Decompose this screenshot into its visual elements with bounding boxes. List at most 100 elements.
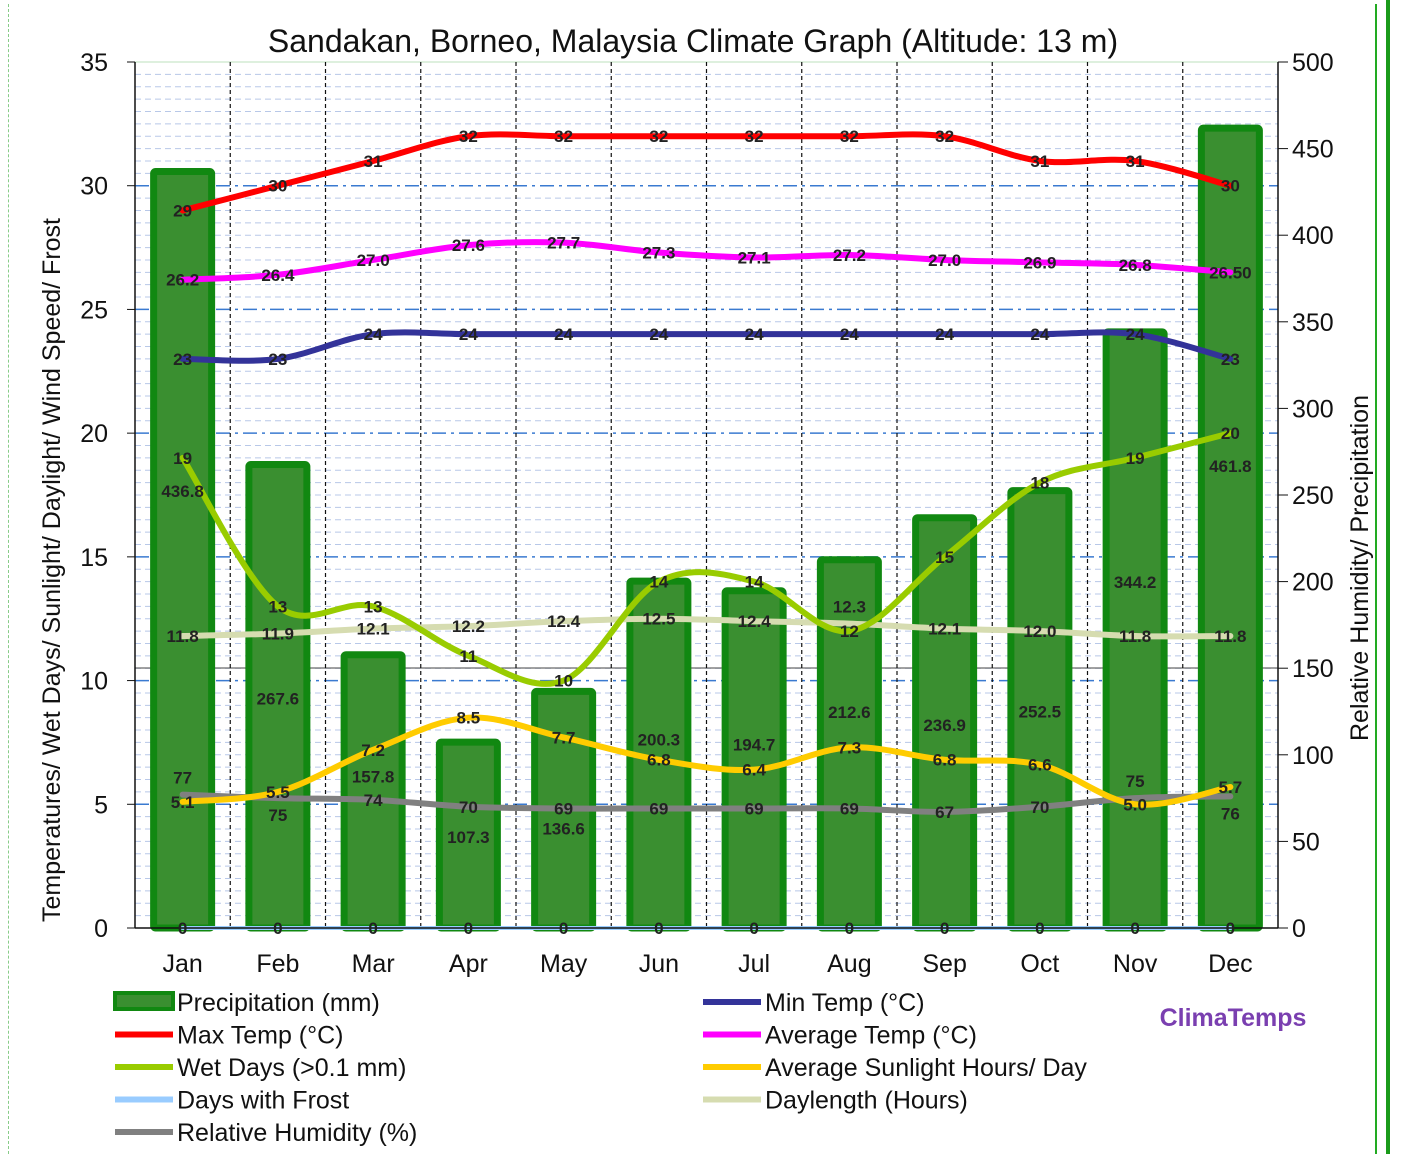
data-label: 69: [745, 799, 764, 818]
y-tick-label-right: 250: [1292, 482, 1334, 510]
data-label: 200.3: [638, 731, 681, 750]
y-tick-label-right: 100: [1292, 742, 1334, 770]
chart-frame: [8, 4, 1377, 1154]
data-label: 69: [840, 799, 859, 818]
data-label: 74: [364, 791, 383, 810]
data-label: 5.5: [266, 783, 290, 802]
data-label: 27.1: [738, 248, 771, 267]
legend-label: Average Temp (°C): [765, 1022, 977, 1050]
data-label: 5.7: [1219, 778, 1243, 797]
data-label: 31: [1030, 152, 1049, 171]
data-label: 12.4: [547, 612, 581, 631]
data-label: 0: [940, 919, 949, 938]
data-label: 12.4: [738, 612, 772, 631]
precipitation-bar: [721, 587, 787, 932]
data-label: 18: [1030, 474, 1049, 493]
series-line-wet-days-mm: [179, 430, 1234, 687]
series-line-max-temp-c: [179, 131, 1234, 214]
data-label: 19: [173, 449, 192, 468]
y-tick-label-left: 30: [80, 173, 108, 201]
data-label: 32: [459, 127, 478, 146]
data-label: 27.0: [357, 251, 390, 270]
data-label: 26.4: [261, 266, 295, 285]
data-label: 6.8: [933, 751, 957, 770]
data-label: 14: [745, 573, 764, 592]
data-label: 70: [459, 798, 478, 817]
data-label: 344.2: [1114, 573, 1157, 592]
data-label: 24: [840, 325, 859, 344]
data-label: 15: [935, 548, 954, 567]
data-label: 26.9: [1023, 253, 1056, 272]
data-label: 436.8: [161, 482, 204, 501]
y-tick-label-right: 350: [1292, 309, 1334, 337]
data-label: 11: [459, 647, 477, 666]
data-label: 31: [1126, 152, 1145, 171]
data-label: 24: [935, 325, 954, 344]
data-label: 32: [649, 127, 668, 146]
y-tick-label-right: 400: [1292, 222, 1334, 250]
data-label: 7.7: [552, 728, 576, 747]
data-label: 69: [554, 799, 573, 818]
data-label: 24: [745, 325, 764, 344]
data-label: 31: [364, 152, 383, 171]
data-label: 23: [268, 350, 287, 369]
series-line-average-temp-c: [179, 239, 1234, 283]
x-tick-label: Nov: [1113, 950, 1158, 978]
legend-label: Max Temp (°C): [177, 1022, 344, 1050]
y-tick-label-left: 35: [80, 49, 108, 77]
series-line-daylength-hours: [179, 615, 1234, 640]
data-label: 26.8: [1119, 256, 1152, 275]
data-label: 30: [268, 177, 287, 196]
data-label: 26.50: [1209, 263, 1252, 282]
data-label: 157.8: [352, 767, 395, 786]
data-label: 236.9: [923, 716, 966, 735]
data-label: 0: [1035, 919, 1044, 938]
x-tick-label: Feb: [256, 950, 299, 978]
data-label: 10: [554, 672, 573, 691]
y-tick-label-left: 25: [80, 296, 108, 324]
x-tick-label: Jul: [738, 950, 770, 978]
data-label: 11.8: [1119, 627, 1151, 646]
data-label: 32: [745, 127, 764, 146]
data-label: 6.8: [647, 751, 671, 770]
data-label: 252.5: [1019, 702, 1062, 721]
x-tick-label: May: [540, 950, 588, 978]
y-tick-label-right: 300: [1292, 395, 1334, 423]
data-label: 24: [364, 325, 383, 344]
series-line-min-temp-c: [179, 329, 1234, 364]
data-label: 11.9: [262, 625, 294, 644]
data-label: 20: [1221, 424, 1240, 443]
data-label: 0: [178, 919, 187, 938]
data-label: 0: [559, 919, 568, 938]
data-label: 7.3: [838, 738, 862, 757]
data-label: 0: [654, 919, 663, 938]
data-label: 194.7: [733, 735, 776, 754]
data-label: 75: [1126, 772, 1145, 791]
data-label: 12.1: [357, 620, 390, 639]
data-label: 12.5: [642, 610, 675, 629]
data-label: 14: [649, 573, 668, 592]
x-tick-label: Apr: [449, 950, 488, 978]
data-label: 24: [1030, 325, 1049, 344]
data-label: 27.7: [547, 234, 580, 253]
data-label: 23: [173, 350, 192, 369]
data-label: 19: [1126, 449, 1145, 468]
series-line-average-sunlight-hours-day: [179, 714, 1234, 808]
data-label: 13: [364, 597, 383, 616]
y-tick-label-right: 150: [1292, 655, 1334, 683]
y-tick-label-right: 450: [1292, 136, 1334, 164]
x-tick-label: Mar: [352, 950, 395, 978]
data-label: 12.1: [928, 620, 961, 639]
x-tick-label: Dec: [1208, 950, 1252, 978]
data-label: 67: [935, 803, 954, 822]
data-label: 7.2: [361, 741, 385, 760]
data-label: 70: [1030, 798, 1049, 817]
data-label: 0: [1130, 919, 1139, 938]
legend-label: Wet Days (>0.1 mm): [177, 1054, 406, 1082]
data-label: 107.3: [447, 828, 490, 847]
data-label: 24: [1126, 325, 1145, 344]
data-label: 27.6: [452, 236, 485, 255]
data-label: 27.3: [642, 244, 675, 263]
data-label: 6.6: [1028, 756, 1052, 775]
